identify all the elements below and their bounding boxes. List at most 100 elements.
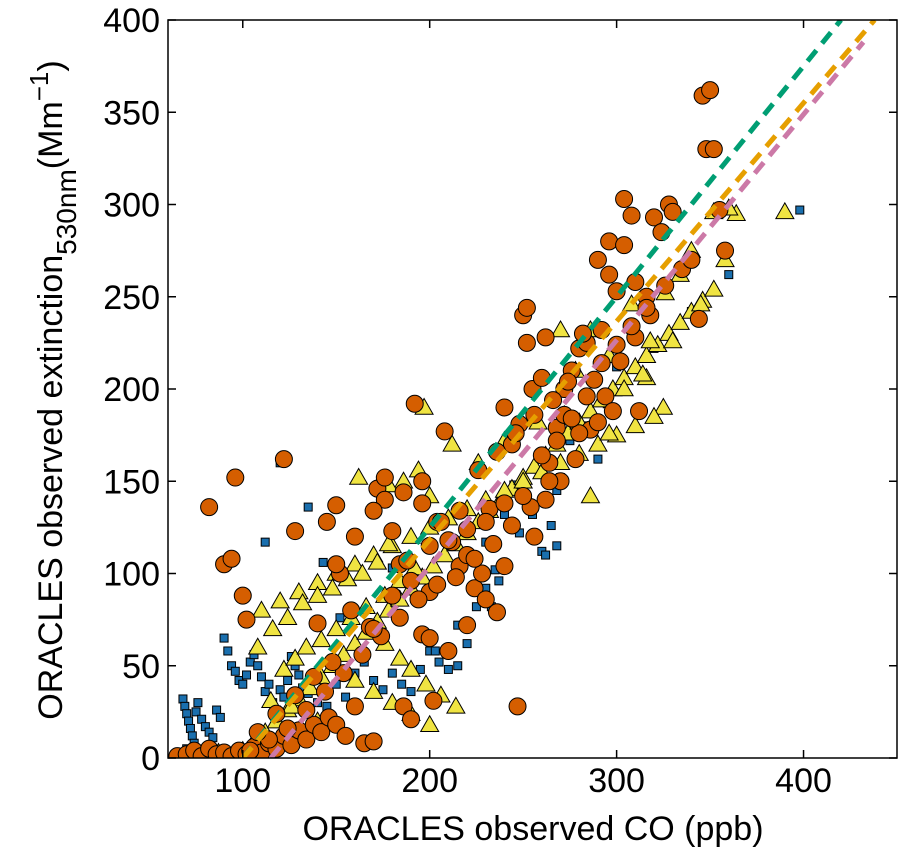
data-point-circle [508, 697, 527, 716]
data-point-circle [547, 431, 566, 450]
data-point-circle [615, 236, 634, 255]
data-point-circle [439, 641, 458, 660]
data-point-circle [375, 468, 394, 487]
data-point-circle [413, 494, 432, 513]
data-point-square [212, 705, 222, 715]
data-point-circle [517, 298, 536, 317]
data-point-circle [364, 732, 383, 751]
data-point-square [275, 685, 285, 695]
data-point-triangle [262, 618, 283, 637]
data-point-circle [562, 409, 581, 428]
y-tick-label: 0 [141, 740, 160, 778]
data-point-square [245, 657, 255, 667]
fit-line-2 [268, 40, 866, 758]
data-point-circle [405, 394, 424, 413]
data-point-circle [435, 422, 454, 441]
y-tick-label: 200 [103, 371, 160, 409]
data-point-circle [603, 402, 622, 421]
data-point-triangle [588, 434, 608, 452]
data-point-triangle [599, 423, 620, 441]
data-point-square [294, 670, 304, 680]
data-point-circle [390, 608, 409, 627]
data-point-triangle [550, 319, 571, 338]
data-point-triangle [445, 696, 466, 714]
data-point-circle [622, 206, 641, 225]
data-point-square [197, 714, 207, 724]
data-point-square [219, 633, 229, 643]
data-point-circle [525, 527, 544, 546]
data-point-circle [424, 691, 443, 710]
data-point-triangle [774, 201, 795, 220]
x-tick-label: 200 [401, 762, 458, 800]
data-point-circle [345, 697, 364, 716]
data-point-square [260, 687, 270, 697]
data-point-triangle [363, 681, 384, 699]
data-point-square [430, 646, 440, 656]
data-point-circle [394, 483, 413, 502]
data-point-circle [600, 232, 619, 251]
data-point-triangle [288, 581, 309, 600]
data-point-triangle [632, 364, 653, 382]
data-point-triangle [401, 659, 421, 677]
data-point-square [242, 670, 252, 680]
data-point-circle [645, 208, 663, 227]
y-axis-label-main: ORACLES observed extinction [32, 255, 70, 720]
data-point-triangle [345, 670, 365, 688]
data-point-triangle [416, 674, 436, 692]
data-point-square [223, 646, 233, 656]
fit-line-1 [240, 20, 843, 758]
data-point-circle [473, 564, 492, 583]
data-point-circle [592, 354, 611, 373]
data-point-circle [540, 472, 559, 491]
data-point-square [378, 685, 388, 695]
data-point-triangle [296, 637, 317, 655]
data-point-circle [487, 603, 506, 622]
data-point-circle [308, 614, 327, 633]
data-point-triangle [442, 434, 462, 452]
data-point-triangle [311, 629, 332, 648]
y-axis-label-unit: (Mm [32, 101, 70, 169]
data-point-square [178, 694, 188, 704]
data-point-circle [286, 522, 305, 541]
data-point-square [283, 676, 293, 686]
data-point-square [434, 657, 444, 667]
data-point-circle [222, 549, 241, 568]
data-point-square [593, 454, 603, 464]
data-point-triangle [580, 486, 601, 504]
data-point-circle [375, 490, 394, 509]
data-point-circle [495, 557, 514, 576]
data-point-square [185, 723, 195, 733]
data-point-circle [476, 512, 495, 531]
data-point-triangle [322, 578, 343, 596]
data-point-triangle [625, 415, 646, 434]
data-point-square [215, 712, 225, 722]
data-point-circle [495, 494, 514, 513]
data-point-square [546, 521, 556, 531]
data-point-circle [420, 629, 439, 648]
data-point-square [335, 613, 345, 623]
data-point-square [397, 679, 407, 689]
data-point-circle [704, 140, 723, 159]
data-point-triangle [423, 556, 444, 574]
data-point-square [260, 537, 270, 547]
data-point-circle [402, 710, 420, 729]
data-point-square [795, 205, 805, 215]
y-axis-label-superscript: −1 [24, 72, 54, 102]
data-point-square [318, 557, 328, 567]
data-point-triangle [401, 526, 421, 544]
axis-ticks: 100 200 300 400 0 50 100 150 200 250 300 350 400 [103, 2, 897, 800]
data-point-circle [630, 402, 649, 421]
data-point-circle [536, 328, 555, 347]
data-point-square [471, 602, 481, 612]
data-point-triangle [292, 593, 313, 611]
data-point-square [230, 666, 240, 676]
y-tick-label: 150 [103, 463, 160, 501]
data-point-circle [226, 468, 245, 487]
data-point-square [724, 270, 734, 280]
y-axis-label: ORACLES observed extinction530nm(Mm−1) [24, 60, 82, 719]
x-axis-label: ORACLES observed CO (ppb) [302, 810, 763, 848]
fit-line-3 [240, 20, 877, 758]
data-point-triangle [326, 618, 347, 637]
data-point-circle [585, 370, 604, 389]
